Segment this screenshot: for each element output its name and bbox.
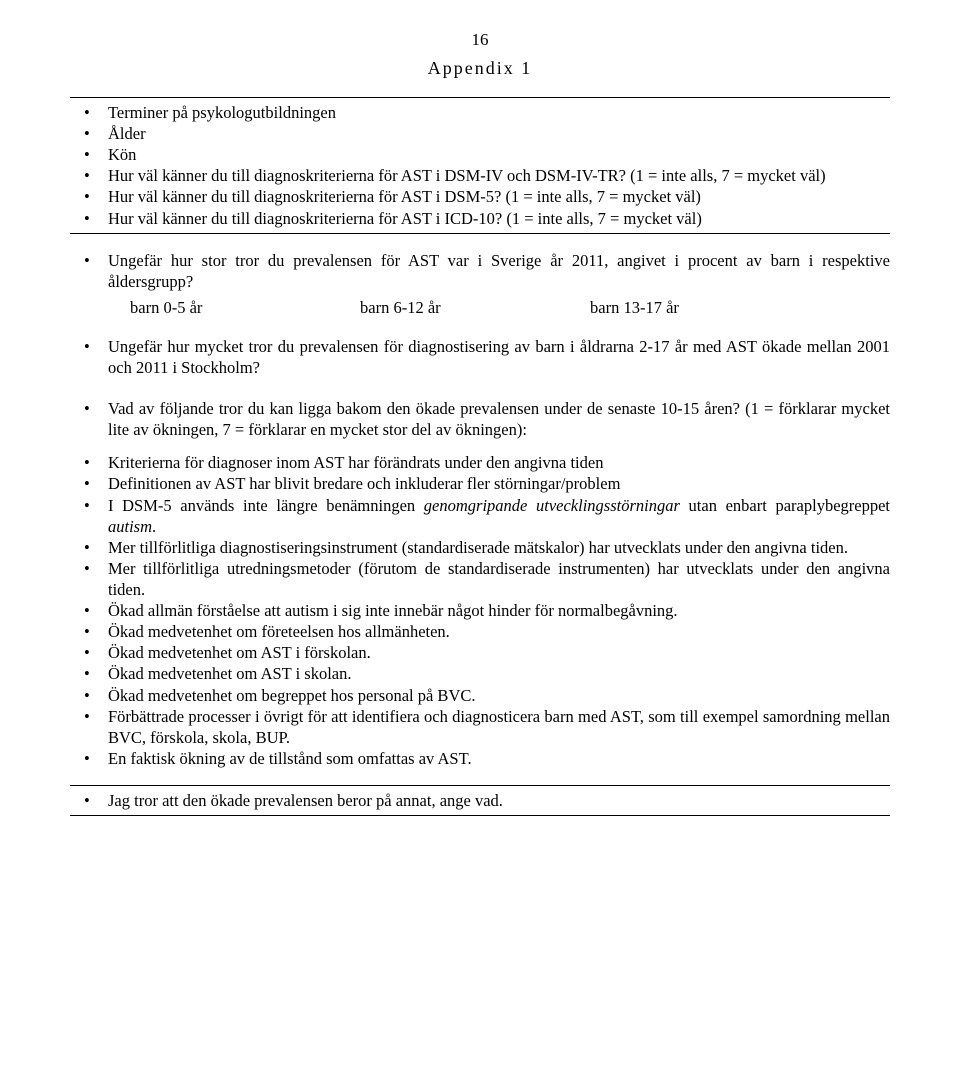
list-item: Ökad medvetenhet om AST i förskolan. (70, 642, 890, 663)
section2-list: Vad av följande tror du kan ligga bakom … (70, 398, 890, 440)
list-item: Förbättrade processer i övrigt för att i… (70, 706, 890, 748)
list-item: Ålder (70, 123, 890, 144)
age-label: barn 13-17 år (590, 298, 679, 318)
italic-text: genomgripande utvecklingsstörningar (424, 496, 680, 515)
list-item: Mer tillförlitliga diagnostiseringsinstr… (70, 537, 890, 558)
list-item: Vad av följande tror du kan ligga bakom … (70, 398, 890, 440)
list-item: Ungefär hur mycket tror du prevalensen f… (70, 336, 890, 378)
appendix-title: Appendix 1 (70, 58, 890, 79)
section3-list: Jag tror att den ökade prevalensen beror… (70, 790, 890, 811)
list-item: Hur väl känner du till diagnoskriteriern… (70, 186, 890, 207)
list-item: Ökad medvetenhet om AST i skolan. (70, 663, 890, 684)
age-label: barn 6-12 år (360, 298, 590, 318)
list-item: Kriterierna för diagnoser inom AST har f… (70, 452, 890, 473)
list-item: Definitionen av AST har blivit bredare o… (70, 473, 890, 494)
italic-text: autism (108, 517, 152, 536)
divider (70, 815, 890, 816)
text: I DSM-5 används inte längre benämningen (108, 496, 424, 515)
list-item: En faktisk ökning av de tillstånd som om… (70, 748, 890, 769)
section2-list: Ungefär hur mycket tror du prevalensen f… (70, 336, 890, 378)
divider (70, 97, 890, 98)
list-item: Hur väl känner du till diagnoskriteriern… (70, 165, 890, 186)
reasons-list: Kriterierna för diagnoser inom AST har f… (70, 452, 890, 769)
list-item: Ökad allmän förståelse att autism i sig … (70, 600, 890, 621)
list-item: Ungefär hur stor tror du prevalensen för… (70, 250, 890, 292)
age-label: barn 0-5 år (130, 298, 360, 318)
divider (70, 785, 890, 786)
age-row: barn 0-5 år barn 6-12 år barn 13-17 år (70, 298, 890, 318)
list-item: Hur väl känner du till diagnoskriteriern… (70, 208, 890, 229)
text: . (152, 517, 156, 536)
page-number: 16 (70, 30, 890, 50)
list-item: Terminer på psykologutbildningen (70, 102, 890, 123)
list-item: Ökad medvetenhet om begreppet hos person… (70, 685, 890, 706)
section1-list: Terminer på psykologutbildningen Ålder K… (70, 102, 890, 229)
list-item: Mer tillförlitliga utredningsmetoder (fö… (70, 558, 890, 600)
list-item: I DSM-5 används inte längre benämningen … (70, 495, 890, 537)
list-item: Kön (70, 144, 890, 165)
list-item: Ökad medvetenhet om företeelsen hos allm… (70, 621, 890, 642)
section2-list: Ungefär hur stor tror du prevalensen för… (70, 250, 890, 292)
text: utan enbart paraplybegreppet (680, 496, 890, 515)
list-item: Jag tror att den ökade prevalensen beror… (70, 790, 890, 811)
